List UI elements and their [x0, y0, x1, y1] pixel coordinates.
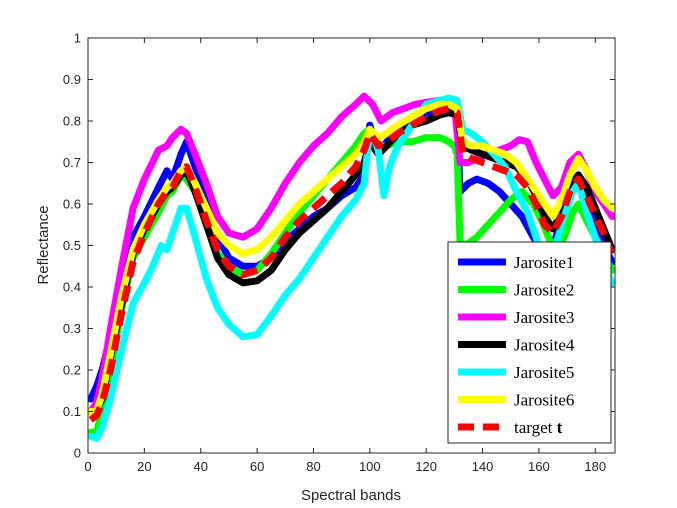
y-tick-label: 0 [74, 446, 81, 461]
x-tick-label: 140 [472, 459, 494, 474]
y-tick-label: 0.5 [63, 238, 81, 253]
legend-label-text: Jarosite6 [514, 391, 574, 410]
legend-label: Jarosite4 [514, 336, 575, 355]
y-axis-label: Reflectance [35, 205, 52, 284]
x-tick-label: 120 [415, 459, 437, 474]
x-tick-label: 20 [137, 459, 151, 474]
legend-label: Jarosite2 [514, 281, 574, 300]
x-tick-label: 60 [250, 459, 264, 474]
y-tick-label: 0.6 [63, 197, 81, 212]
legend-label-text: Jarosite2 [514, 281, 574, 300]
y-tick-label: 0.3 [63, 321, 81, 336]
legend-label: target t [514, 418, 563, 437]
y-tick-label: 1 [74, 31, 81, 46]
y-tick-label: 0.4 [63, 280, 81, 295]
legend-label-bold: t [557, 418, 563, 437]
legend-label-text: target [514, 418, 557, 437]
series-line-7 [88, 105, 615, 423]
legend-label-text: Jarosite4 [514, 336, 575, 355]
legend: Jarosite1 Jarosite2 Jarosite3 Jarosite4 Jaro… [447, 241, 612, 444]
legend-label: Jarosite5 [514, 363, 574, 382]
legend-label-text: Jarosite5 [514, 363, 574, 382]
y-tick-label: 0.2 [63, 363, 81, 378]
x-tick-label: 80 [306, 459, 320, 474]
legend-label: Jarosite6 [514, 391, 574, 410]
x-tick-label: 180 [584, 459, 606, 474]
x-tick-label: 0 [84, 459, 91, 474]
x-tick-label: 100 [359, 459, 381, 474]
x-tick-label: 40 [193, 459, 207, 474]
series-line-3 [88, 92, 615, 415]
series-layer [88, 92, 615, 442]
y-tick-label: 0.1 [63, 404, 81, 419]
x-tick-label: 160 [528, 459, 550, 474]
legend-label-text: Jarosite3 [514, 308, 574, 327]
legend-label: Jarosite1 [514, 253, 574, 272]
legend-label: Jarosite3 [514, 308, 574, 327]
y-tick-label: 0.7 [63, 155, 81, 170]
axes-layer: 0 20 40 60 80 100 120 140 160 180 0 0.1 0.2 0.3 0.4 0.5… [63, 31, 616, 474]
x-axis-label: Spectral bands [301, 487, 401, 504]
y-tick-label: 0.8 [63, 114, 81, 129]
y-tick-label: 0.9 [63, 72, 81, 87]
legend-label-text: Jarosite1 [514, 253, 574, 272]
